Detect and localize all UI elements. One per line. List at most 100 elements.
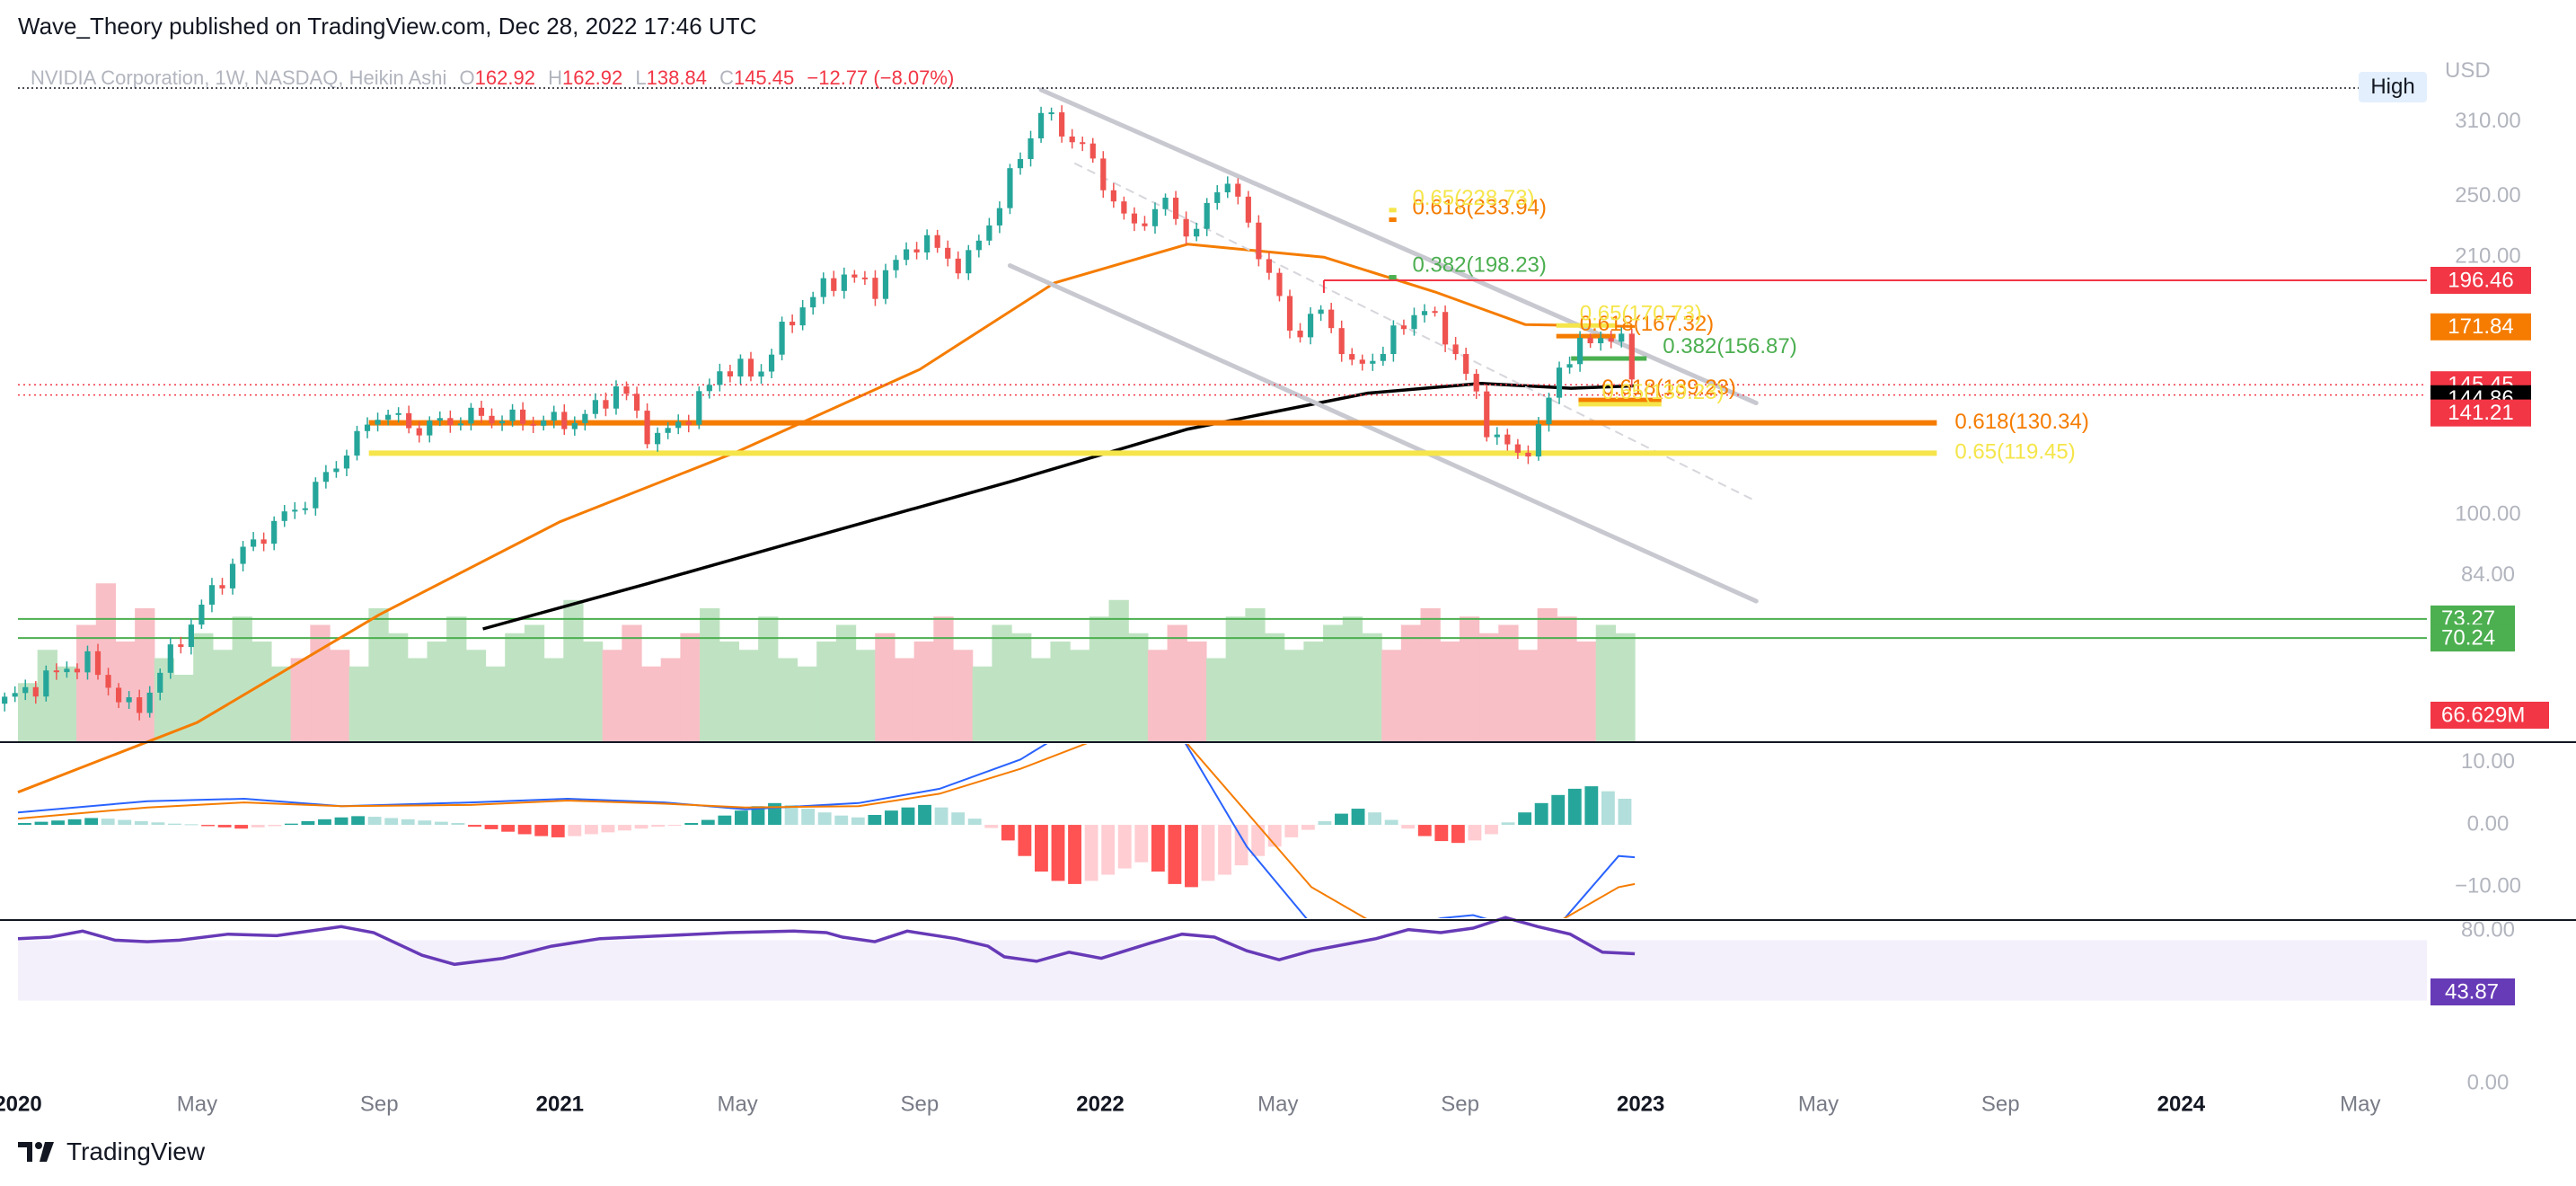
legend-symbol: NVIDIA Corporation, 1W, NASDAQ, Heikin A… <box>31 66 446 89</box>
time-axis-tick: 2021 <box>536 1092 584 1116</box>
rsi-badge-value: 43.87 <box>2445 979 2499 1004</box>
fib-level-label: 0.65(119.45) <box>1954 440 2075 465</box>
volume-bar <box>388 633 409 741</box>
macd-histogram-bar <box>367 817 382 826</box>
drawing-tools-layer <box>18 87 2427 604</box>
volume-bar <box>1459 616 1480 741</box>
macd-histogram-bar <box>334 817 348 826</box>
candle-body <box>1256 222 1262 260</box>
candle-body <box>416 428 422 436</box>
time-axis-tick: Sep <box>360 1092 399 1116</box>
candles-layer <box>2 105 1635 721</box>
fib-level-label: 0.382(156.87) <box>1663 334 1796 358</box>
price-chart[interactable]: 0.618(233.94)0.65(228.73) 0.382(198.23) 0.… <box>0 54 2576 1132</box>
candle-body <box>427 420 433 436</box>
candle-body <box>240 546 246 564</box>
candle-body <box>541 420 547 426</box>
macd-histogram-bar <box>967 819 982 826</box>
macd-histogram-bar <box>1584 786 1599 826</box>
candle-body <box>644 411 650 445</box>
channel-line <box>1073 163 1758 502</box>
macd-histogram-bar <box>1501 822 1515 826</box>
ema-50-line <box>17 243 1636 794</box>
macd-histogram-bar <box>618 825 631 831</box>
time-axis[interactable]: 2020 May Sep 2021 May Sep 2022 May Sep 2023 May Sep… <box>0 1092 2380 1116</box>
candle-body <box>717 371 723 385</box>
candle-body <box>1598 338 1604 344</box>
candle-body <box>1411 314 1417 330</box>
price-axis[interactable]: 310.00 250.00 210.00 100.00 84.00 196.46 171.8… <box>2430 109 2549 1094</box>
candle-body <box>437 418 443 421</box>
candle-body <box>1546 397 1552 425</box>
candle-body <box>810 296 816 308</box>
candle-body <box>1608 338 1614 342</box>
candle-body <box>1017 159 1024 169</box>
candle-body <box>520 409 526 424</box>
candle-body <box>333 468 340 473</box>
candle-body <box>1245 196 1251 223</box>
candle-body <box>1619 333 1625 342</box>
candle-body <box>675 421 682 429</box>
macd-histogram-bar <box>951 812 966 826</box>
fib-level-label: 0.618(233.94) <box>1412 196 1546 220</box>
candle-body <box>1370 360 1376 364</box>
fib-level-label: 0.618(130.34) <box>1954 410 2088 434</box>
candle-body <box>955 258 961 274</box>
candle-body <box>758 371 764 377</box>
macd-histogram-bar <box>268 825 282 827</box>
macd-histogram-bar <box>1218 825 1231 875</box>
price-axis-tick: 210.00 <box>2455 244 2520 269</box>
candle-body <box>478 407 485 416</box>
candle-body <box>1432 311 1438 314</box>
candle-body <box>313 482 319 509</box>
candle-body <box>685 421 692 425</box>
volume-bar <box>1595 624 1617 741</box>
candle-body <box>1110 190 1116 202</box>
candle-body <box>633 394 640 412</box>
currency-label: USD <box>2445 58 2491 83</box>
time-axis-tick: May <box>1257 1092 1298 1116</box>
candle-body <box>302 508 308 510</box>
macd-histogram-bar <box>217 825 232 828</box>
volume-bar <box>330 650 350 741</box>
volume-bar <box>1245 608 1266 741</box>
macd-histogram-bar <box>1301 825 1315 830</box>
candle-body <box>1318 309 1324 314</box>
volume-bar <box>76 624 97 741</box>
candle-body <box>198 604 205 625</box>
moving-average-layer <box>17 243 1636 794</box>
candle-body <box>208 585 216 605</box>
volume-bar <box>719 642 740 741</box>
macd-histogram-bar <box>1084 825 1098 881</box>
macd-histogram-bar <box>468 825 481 828</box>
macd-histogram-bar <box>1234 825 1248 866</box>
candle-body <box>1504 434 1511 445</box>
price-axis-tick: 250.00 <box>2455 183 2520 208</box>
volume-bar <box>57 666 77 741</box>
candle-body <box>551 412 557 421</box>
candle-body <box>851 274 858 278</box>
candle-body <box>966 250 972 274</box>
volume-bar <box>465 650 487 741</box>
candle-body <box>1069 136 1075 143</box>
price-badge <box>2430 267 2531 295</box>
candle-body <box>623 386 630 394</box>
candle-body <box>768 354 775 372</box>
volume-bar <box>427 642 447 741</box>
candle-body <box>882 270 889 299</box>
volume-bar <box>1089 616 1110 741</box>
fib-level-label: 0.618(139.23) <box>1601 376 1735 400</box>
fib-labels-layer: 0.618(233.94)0.65(228.73) 0.382(198.23) 0.… <box>1412 186 2088 465</box>
candle-body <box>94 651 101 676</box>
macd-axis-tick: 10.00 <box>2461 749 2515 774</box>
macd-histogram-bar <box>1551 794 1566 826</box>
candle-body <box>1286 296 1293 331</box>
volume-bar <box>1537 608 1557 741</box>
candle-body <box>934 235 940 248</box>
candle-body <box>747 358 754 377</box>
macd-histogram-bar <box>201 825 215 827</box>
candle-body <box>799 307 806 326</box>
tradingview-footer[interactable]: TradingView <box>18 1137 205 1166</box>
volume-bar <box>1478 633 1499 741</box>
candle-body <box>219 585 225 589</box>
